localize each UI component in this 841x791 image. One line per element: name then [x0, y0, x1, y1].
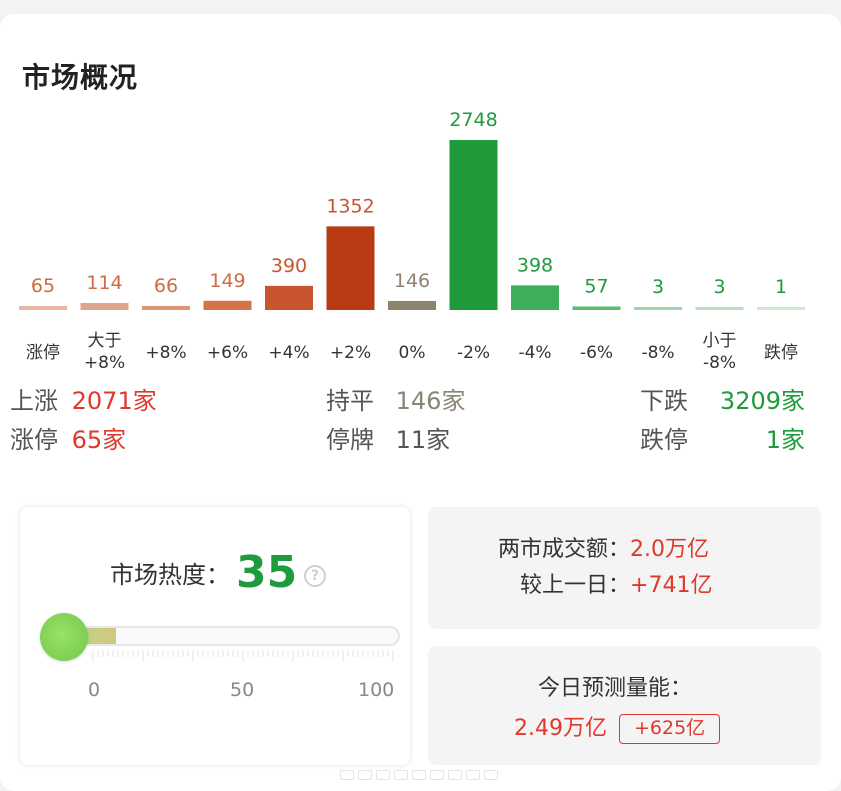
- page-title: 市场概况: [22, 61, 139, 94]
- turnover-compare-value: +741亿: [630, 573, 713, 598]
- bar-12: [757, 307, 805, 310]
- bar-2: [142, 305, 190, 310]
- forecast-card: 今日预测量能： 2.49万亿 +625亿: [428, 646, 821, 765]
- bar-4: [265, 285, 313, 310]
- bar-10: [634, 307, 682, 310]
- category-label-3: +6%: [207, 343, 248, 363]
- turnover-card: 两市成交额：2.0万亿 较上一日：+741亿: [428, 507, 821, 629]
- stat-up-label: 上涨: [10, 387, 58, 415]
- bar-8: [511, 285, 559, 310]
- bar-6: [388, 300, 436, 310]
- bar-value-label-8: 398: [517, 254, 553, 276]
- stat-limit-up-label: 涨停: [10, 426, 58, 454]
- stat-flat-label: 持平: [326, 387, 374, 415]
- bar-1: [80, 302, 129, 310]
- stat-limit-down: 跌停 1家: [640, 424, 805, 456]
- turnover-value: 2.0万亿: [630, 537, 710, 562]
- stat-suspended: 停牌 11家: [326, 424, 450, 456]
- heat-gauge-ticks: [92, 650, 394, 662]
- stat-up-value: 2071家: [71, 387, 157, 415]
- help-icon[interactable]: ?: [304, 565, 326, 587]
- bar-value-label-11: 3: [713, 276, 725, 298]
- category-label-11: 小于-8%: [703, 331, 737, 373]
- distribution-bar-chart: 65 涨停 114 大于+8% 66 +8% 149 +6% 390 +4% 1352 +2% 146 0…: [19, 109, 805, 373]
- category-label-6: 0%: [399, 343, 426, 363]
- stat-limit-down-label: 跌停: [640, 426, 688, 454]
- heat-gauge-knob: [40, 613, 88, 661]
- stat-flat: 持平 146家: [326, 385, 465, 417]
- bar-value-label-7: 2748: [449, 109, 497, 131]
- category-label-12: 跌停: [764, 343, 798, 363]
- stat-down-label: 下跌: [640, 387, 688, 415]
- forecast-delta-badge: +625亿: [619, 714, 721, 744]
- category-label-2: +8%: [145, 343, 186, 363]
- forecast-line: 2.49万亿 +625亿: [514, 712, 721, 746]
- heat-scale-min: 0: [88, 679, 101, 701]
- category-label-9: -6%: [580, 343, 613, 363]
- stat-suspended-value: 11家: [395, 426, 451, 454]
- market-heat-value: 35: [236, 547, 298, 598]
- stat-limit-up-value: 65家: [71, 426, 127, 454]
- category-label-10: -8%: [641, 343, 674, 363]
- category-label-0: 涨停: [26, 343, 60, 363]
- bar-value-label-12: 1: [775, 276, 787, 298]
- category-label-4: +4%: [268, 343, 309, 363]
- bar-value-label-2: 66: [154, 275, 178, 297]
- stat-limit-down-value: 1家: [765, 426, 805, 454]
- category-label-8: -4%: [518, 343, 551, 363]
- heat-scale-max: 100: [358, 679, 395, 701]
- heat-gauge-track: [54, 626, 400, 646]
- stat-up: 上涨 2071家: [10, 385, 157, 417]
- stat-down: 下跌 3209家: [640, 385, 805, 417]
- turnover-compare-line: 较上一日：+741亿: [520, 569, 712, 603]
- bar-0: [19, 305, 67, 310]
- turnover-line: 两市成交额：2.0万亿: [498, 533, 709, 567]
- bar-value-label-4: 390: [271, 255, 307, 277]
- turnover-label: 两市成交额：: [498, 537, 631, 562]
- stat-limit-up: 涨停 65家: [10, 424, 126, 456]
- category-label-7: -2%: [457, 343, 490, 363]
- bar-value-label-6: 146: [394, 270, 430, 292]
- bar-7: [449, 140, 498, 310]
- bar-value-label-10: 3: [652, 276, 664, 298]
- forecast-label: 今日预测量能：: [538, 676, 693, 701]
- category-label-1: 大于+8%: [84, 331, 125, 373]
- bar-3: [203, 300, 252, 310]
- market-heat-card: 市场热度： 35 ? 0 50 100: [20, 507, 410, 765]
- watermark: [340, 770, 500, 780]
- stat-flat-value: 146家: [395, 387, 466, 415]
- stat-down-value: 3209家: [719, 387, 805, 415]
- bar-5: [326, 226, 375, 310]
- market-heat-label: 市场热度：: [110, 561, 230, 589]
- heat-scale-mid: 50: [230, 679, 255, 701]
- turnover-compare-label: 较上一日：: [520, 573, 631, 598]
- bar-value-label-5: 1352: [326, 195, 374, 217]
- bar-9: [572, 306, 621, 310]
- bar-value-label-3: 149: [209, 270, 245, 292]
- forecast-value: 2.49万亿: [514, 716, 607, 741]
- bar-value-label-0: 65: [31, 275, 55, 297]
- stat-suspended-label: 停牌: [326, 426, 374, 454]
- category-label-5: +2%: [330, 343, 371, 363]
- bar-value-label-1: 114: [86, 272, 122, 294]
- bar-11: [695, 307, 744, 310]
- bar-value-label-9: 57: [584, 275, 608, 297]
